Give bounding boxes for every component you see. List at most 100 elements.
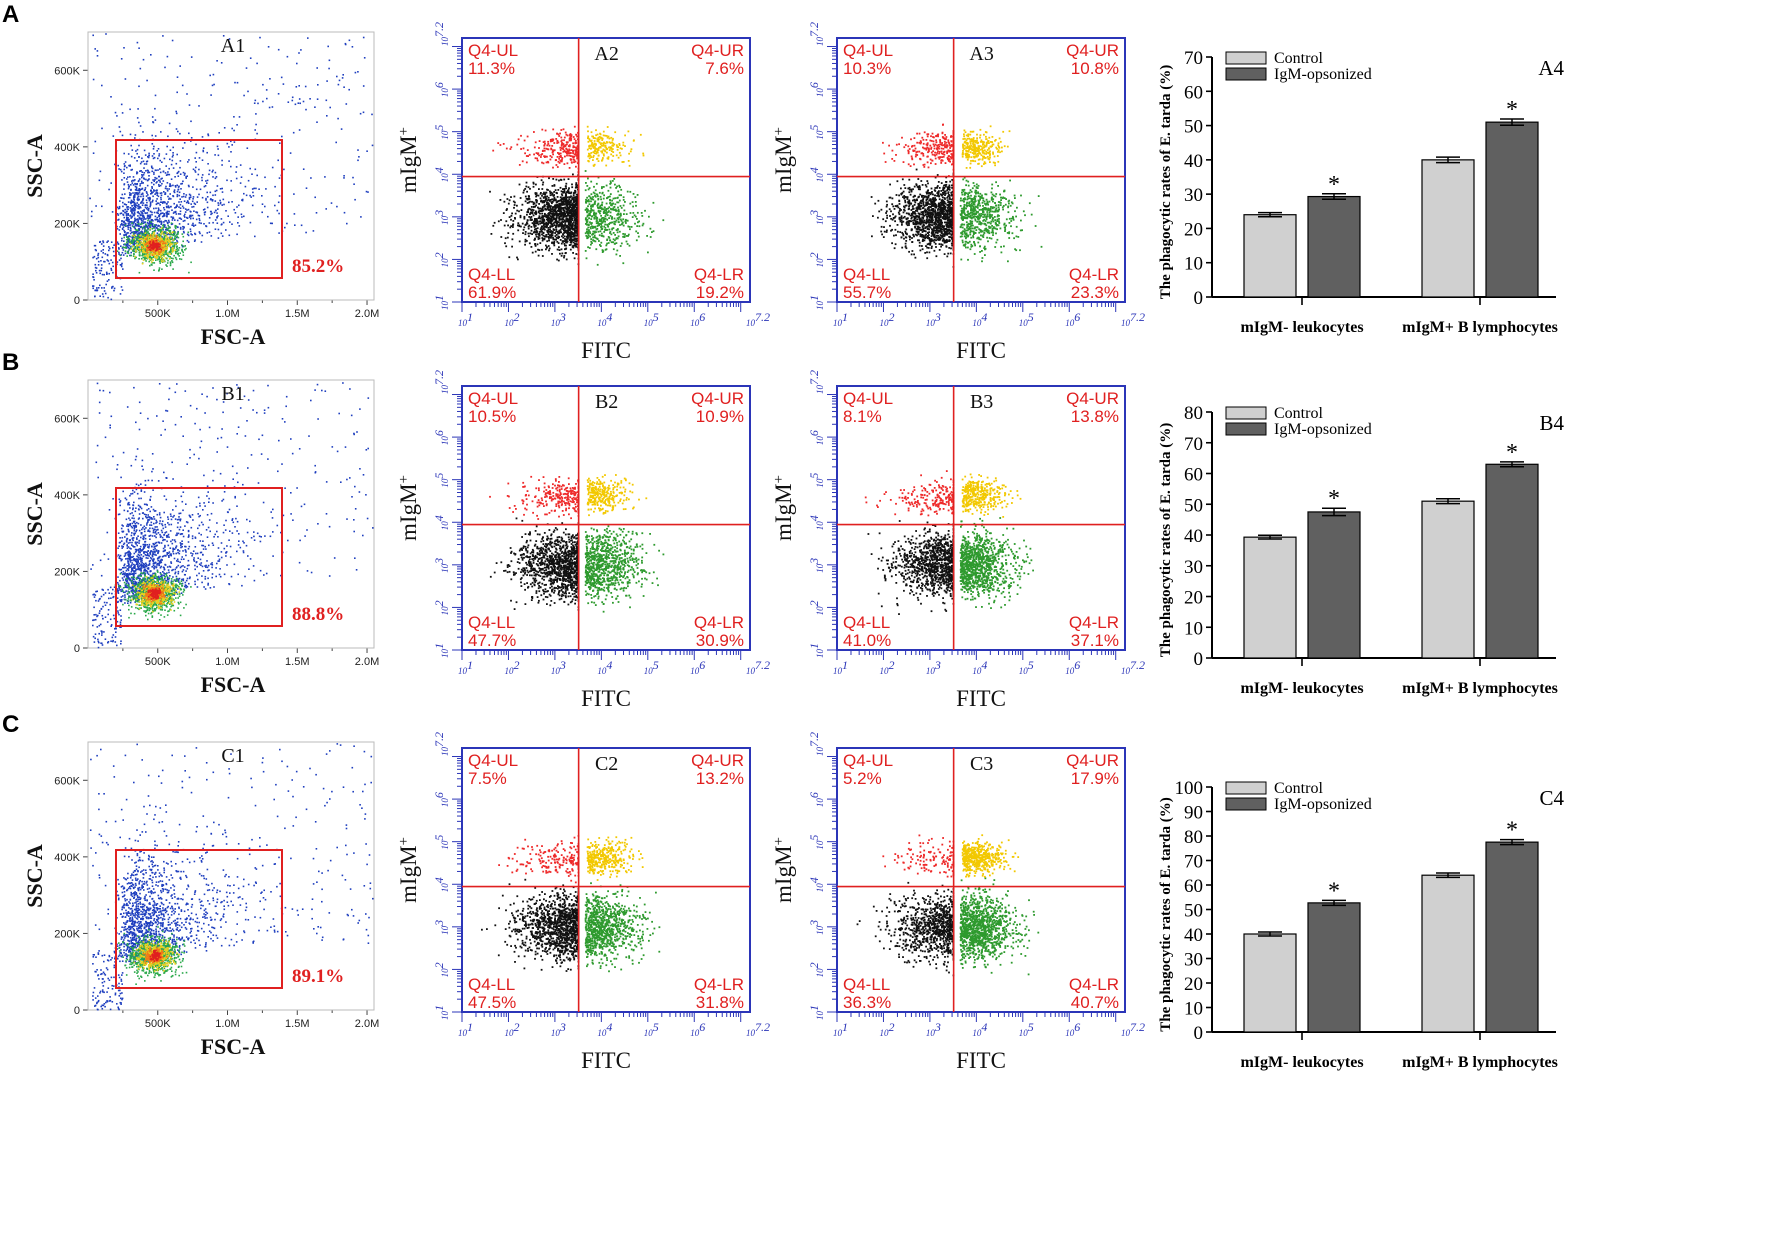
- event-dot: [207, 207, 209, 209]
- event-dot: [314, 106, 316, 108]
- event-dot: [181, 249, 183, 251]
- event-dot: [121, 171, 123, 173]
- event-dot: [151, 187, 153, 189]
- event-dot: [103, 245, 105, 247]
- event-dot: [149, 259, 151, 261]
- event-dot: [94, 48, 96, 50]
- event-dot: [155, 95, 157, 97]
- event-dot: [136, 160, 138, 162]
- event-dot: [176, 163, 178, 165]
- event-dot: [129, 164, 131, 166]
- event-dot: [124, 243, 126, 245]
- event-dot: [268, 46, 270, 48]
- event-dot: [142, 263, 144, 265]
- event-dot: [169, 251, 171, 253]
- event-dot: [167, 211, 169, 213]
- event-dot: [209, 222, 211, 224]
- event-dot: [123, 198, 125, 200]
- event-dot: [127, 226, 129, 228]
- event-dot: [165, 172, 167, 174]
- event-dot: [217, 148, 219, 150]
- event-dot: [207, 196, 209, 198]
- event-dot: [132, 235, 134, 237]
- event-dot: [128, 201, 130, 203]
- event-dot: [230, 166, 232, 168]
- event-dot: [190, 228, 192, 230]
- event-dot: [161, 183, 163, 185]
- event-dot: [215, 178, 217, 180]
- event-dot: [148, 208, 150, 210]
- event-dot: [160, 210, 162, 212]
- event-dot: [163, 221, 165, 223]
- event-dot: [186, 93, 188, 95]
- event-dot: [174, 219, 176, 221]
- event-dot: [129, 176, 131, 178]
- event-dot: [143, 202, 145, 204]
- event-dot: [345, 44, 347, 46]
- event-dot: [138, 223, 140, 225]
- event-dot: [155, 119, 157, 121]
- event-dot: [236, 178, 238, 180]
- event-dot: [107, 280, 109, 282]
- event-dot: [179, 252, 181, 254]
- event-dot: [216, 60, 218, 62]
- event-dot: [166, 146, 168, 148]
- event-dot: [143, 161, 145, 163]
- event-dot: [309, 98, 311, 100]
- event-dot: [163, 225, 165, 227]
- event-dot: [139, 244, 141, 246]
- event-dot: [164, 67, 166, 69]
- event-dot: [140, 163, 142, 165]
- event-dot: [138, 145, 140, 147]
- event-dot: [111, 269, 113, 271]
- event-dot: [166, 246, 168, 248]
- event-dot: [150, 203, 152, 205]
- event-dot: [128, 153, 130, 155]
- event-dot: [205, 225, 207, 227]
- event-dot: [138, 258, 140, 260]
- event-dot: [96, 258, 98, 260]
- event-dot: [131, 211, 133, 213]
- event-dot: [123, 47, 125, 49]
- event-dot: [168, 211, 170, 213]
- event-dot: [130, 243, 132, 245]
- event-dot: [128, 235, 130, 237]
- event-dot: [122, 194, 124, 196]
- event-dot: [151, 182, 153, 184]
- event-dot: [97, 255, 99, 257]
- event-dot: [169, 159, 171, 161]
- event-dot: [201, 177, 203, 179]
- event-dot: [246, 67, 248, 69]
- event-dot: [294, 224, 296, 226]
- event-dot: [152, 228, 154, 230]
- event-dot: [217, 146, 219, 148]
- event-dot: [279, 177, 281, 179]
- event-dot: [168, 207, 170, 209]
- event-dot: [118, 168, 120, 170]
- event-dot: [255, 188, 257, 190]
- event-dot: [193, 225, 195, 227]
- event-dot: [188, 186, 190, 188]
- event-dot: [159, 153, 161, 155]
- event-dot: [252, 192, 254, 194]
- event-dot: [156, 178, 158, 180]
- event-dot: [218, 229, 220, 231]
- event-dot: [118, 243, 120, 245]
- event-dot: [303, 168, 305, 170]
- event-dot: [132, 201, 134, 203]
- event-dot: [288, 101, 290, 103]
- event-dot: [147, 215, 149, 217]
- event-dot: [188, 232, 190, 234]
- event-dot: [188, 159, 190, 161]
- event-dot: [272, 106, 274, 108]
- event-dot: [175, 186, 177, 188]
- event-dot: [172, 258, 174, 260]
- event-dot: [169, 227, 171, 229]
- event-dot: [160, 185, 162, 187]
- event-dot: [128, 245, 130, 247]
- event-dot: [217, 222, 219, 224]
- event-dot: [294, 213, 296, 215]
- event-dot: [172, 248, 174, 250]
- event-dot: [160, 234, 162, 236]
- x-tick-label: 1.5M: [285, 308, 309, 320]
